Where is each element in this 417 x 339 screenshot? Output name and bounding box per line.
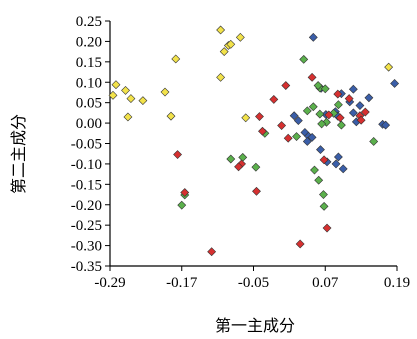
data-point xyxy=(283,133,293,143)
y-tick-label: 0.05 xyxy=(76,96,102,112)
data-point xyxy=(317,119,327,129)
y-tick-label: -0.35 xyxy=(71,259,102,275)
y-tick-label: -0.25 xyxy=(71,218,102,234)
data-point xyxy=(335,113,345,123)
data-point xyxy=(307,72,317,82)
y-tick-label: 0.15 xyxy=(76,55,102,71)
y-tick-label: 0.25 xyxy=(76,14,102,30)
data-point xyxy=(235,32,245,42)
data-point xyxy=(369,137,379,146)
data-point xyxy=(319,190,328,199)
data-point xyxy=(255,112,264,121)
data-point xyxy=(390,79,400,88)
x-tick-label: -0.05 xyxy=(238,275,269,291)
y-axis-title: 第二主成分 xyxy=(9,114,28,194)
x-tick-label: 0.19 xyxy=(384,275,410,291)
data-point xyxy=(348,108,358,118)
data-point xyxy=(338,164,348,174)
data-point xyxy=(344,94,354,104)
data-point xyxy=(308,102,318,112)
axes xyxy=(109,21,397,267)
data-point xyxy=(234,162,243,172)
x-tick-label: 0.07 xyxy=(312,275,339,291)
y-tick-label: -0.05 xyxy=(71,137,102,153)
data-point xyxy=(348,84,358,94)
data-point xyxy=(316,145,325,155)
data-point xyxy=(251,162,261,172)
x-tick-label: -0.29 xyxy=(94,275,125,291)
data-point xyxy=(302,106,312,116)
data-point xyxy=(226,39,236,49)
data-point xyxy=(171,54,181,64)
data-point xyxy=(319,155,329,165)
data-point xyxy=(108,90,118,100)
data-point xyxy=(295,239,305,249)
data-point xyxy=(281,81,291,90)
data-point xyxy=(123,112,133,122)
data-point xyxy=(126,94,136,104)
data-point xyxy=(241,113,251,123)
data-point xyxy=(307,132,317,142)
data-point xyxy=(364,93,374,103)
axis-ticks: 0.25 0.20 0.15 0.10 0.05 0.00 -0.05 -0.10 -0.15 -… xyxy=(71,14,410,291)
data-point xyxy=(336,120,346,130)
data-point xyxy=(238,152,248,162)
data-point xyxy=(356,115,366,125)
data-point xyxy=(381,120,391,130)
x-axis-title: 第一主成分 xyxy=(215,316,295,335)
data-point xyxy=(302,137,312,146)
data-point xyxy=(333,100,343,110)
x-tick-label: -0.17 xyxy=(166,275,198,291)
data-point xyxy=(289,111,299,121)
data-point xyxy=(314,175,324,185)
data-point xyxy=(333,89,343,99)
data-point xyxy=(310,165,319,175)
data-point xyxy=(138,96,148,106)
data-point xyxy=(322,223,332,233)
data-point xyxy=(292,132,301,141)
y-tick-label: 0.10 xyxy=(76,75,102,91)
data-point xyxy=(216,72,226,82)
data-point xyxy=(299,54,309,64)
data-point xyxy=(226,154,236,164)
data-point xyxy=(355,101,365,110)
data-point xyxy=(219,47,229,57)
data-point xyxy=(331,159,341,169)
data-point xyxy=(258,126,267,136)
data-point xyxy=(269,94,279,104)
data-point xyxy=(121,85,130,95)
y-tick-label: -0.20 xyxy=(71,198,102,214)
data-point xyxy=(252,186,261,196)
data-point xyxy=(160,87,170,97)
y-tick-label: 0.20 xyxy=(76,34,102,50)
data-point xyxy=(313,81,323,90)
data-point xyxy=(173,150,182,159)
data-point xyxy=(180,188,190,197)
data-point xyxy=(324,110,334,120)
data-point xyxy=(384,62,394,72)
data-point xyxy=(166,111,176,121)
data-point xyxy=(293,116,303,126)
data-point xyxy=(308,32,318,42)
data-point xyxy=(177,200,187,210)
data-point xyxy=(319,201,329,211)
y-tick-label: -0.15 xyxy=(71,177,102,193)
data-point xyxy=(216,25,226,35)
data-point xyxy=(315,109,325,119)
data-points xyxy=(108,25,400,257)
data-point xyxy=(320,84,330,94)
y-tick-label: -0.10 xyxy=(71,157,102,173)
data-point xyxy=(111,80,121,90)
y-tick-label: -0.30 xyxy=(71,239,102,255)
data-point xyxy=(360,107,370,117)
data-point xyxy=(277,121,287,130)
data-point xyxy=(207,247,217,257)
data-point xyxy=(333,152,343,162)
y-tick-label: 0.00 xyxy=(76,116,102,132)
